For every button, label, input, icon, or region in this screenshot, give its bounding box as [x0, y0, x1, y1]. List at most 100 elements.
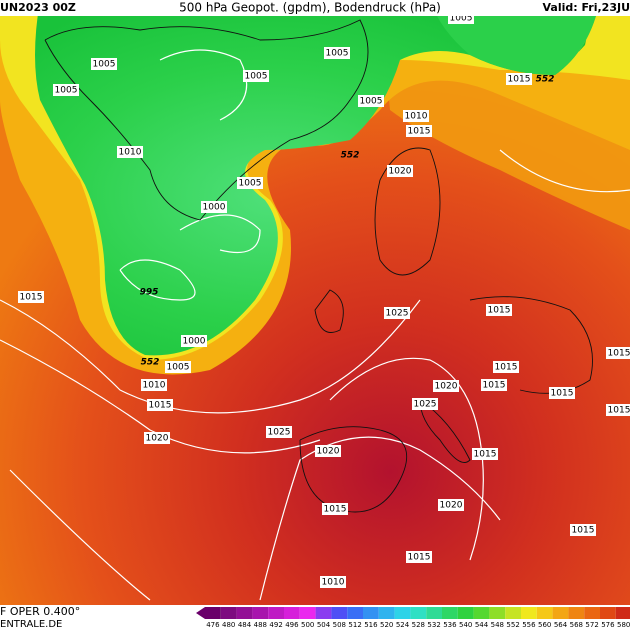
- isobar-label: 1015: [572, 526, 595, 536]
- label-box: [438, 499, 464, 511]
- label-box: [315, 445, 341, 457]
- colorbar-swatch: [410, 607, 427, 619]
- isobar-label: 1015: [608, 406, 630, 416]
- isobar-label: 1005: [239, 179, 262, 189]
- colorbar-label: 520: [380, 621, 393, 629]
- colorbar-label: 516: [364, 621, 378, 629]
- colorbar-swatch: [615, 607, 630, 619]
- colorbar-swatch: [205, 607, 221, 619]
- label-box: [493, 361, 519, 373]
- label-box: [506, 73, 532, 85]
- label-box: [147, 399, 173, 411]
- isobar-label: 1005: [167, 363, 190, 373]
- isobar-label: 1000: [203, 203, 226, 213]
- isobar-label: 1025: [386, 309, 409, 319]
- label-box: [403, 110, 429, 122]
- colorbar-swatch: [536, 607, 553, 619]
- label-box: [481, 379, 507, 391]
- label-box: [181, 335, 207, 347]
- colorbar-label: 476: [206, 621, 220, 629]
- isobar-label: 1010: [322, 578, 345, 588]
- colorbar-swatch: [457, 607, 474, 619]
- isobar-label: 1015: [608, 349, 630, 359]
- colorbar-label: 536: [443, 621, 457, 629]
- isobar-label: 1015: [483, 381, 506, 391]
- colorbar-swatch: [394, 607, 411, 619]
- label-box: [201, 201, 227, 213]
- isobar-label: 552: [141, 358, 160, 368]
- coastlines: [44, 19, 593, 513]
- label-box: [91, 58, 117, 70]
- colorbar-swatch: [220, 607, 237, 619]
- isobar-label: 1020: [146, 434, 169, 444]
- isobar-label: 1005: [93, 60, 116, 70]
- isobar-label: 1025: [268, 428, 291, 438]
- colorbar-swatch: [584, 607, 600, 619]
- label-box: [324, 47, 350, 59]
- colorbar-label: 544: [475, 621, 489, 629]
- colorbar-swatch: [315, 607, 332, 619]
- label-box: [18, 291, 44, 303]
- isobar-label: 1015: [408, 127, 431, 137]
- colorbar-swatch: [505, 607, 521, 619]
- label-box: [117, 146, 143, 158]
- colorbar-label: 496: [285, 621, 299, 629]
- colorbar-label: 512: [348, 621, 361, 629]
- isobar-label: 1020: [440, 501, 463, 511]
- colorbar-arrow: [196, 607, 205, 619]
- isobar-label: 1025: [414, 400, 437, 410]
- header-bar: [0, 0, 630, 16]
- colorbar-swatch: [568, 607, 585, 619]
- isobar-label: 1005: [55, 86, 78, 96]
- colorbar-swatch: [236, 607, 253, 619]
- isobar-label: 1020: [389, 167, 412, 177]
- isobar-label: 1005: [360, 97, 383, 107]
- isobar-label: 995: [140, 288, 159, 298]
- isobar-label: 1020: [317, 447, 340, 457]
- label-box: [141, 379, 167, 391]
- label-box: [472, 448, 498, 460]
- colorbar-swatch: [489, 607, 506, 619]
- isobar-label: 1015: [488, 306, 511, 316]
- label-box: [165, 361, 191, 373]
- colorbar-swatch: [426, 607, 442, 619]
- colorbar-label: 560: [538, 621, 551, 629]
- isobar-label: 1010: [143, 381, 166, 391]
- label-box: [322, 503, 348, 515]
- isobar-label: 1015: [508, 75, 531, 85]
- colorbar-swatch: [442, 607, 458, 619]
- label-box: [320, 576, 346, 588]
- colorbar-swatch: [473, 607, 490, 619]
- label-box: [387, 165, 413, 177]
- isobar-label: 1015: [474, 450, 497, 460]
- colorbar-swatch: [299, 607, 316, 619]
- valid-time: Valid: Fri,23JU: [543, 1, 630, 14]
- label-box: [53, 84, 79, 96]
- colorbar-label: 568: [570, 621, 583, 629]
- label-box: [606, 404, 630, 416]
- isobar-label: 1015: [495, 363, 518, 373]
- colorbar: 476 480 484 488 492 496 500 504 508 512 516 520 524 5…: [205, 607, 630, 629]
- colorbar-swatch: [252, 607, 269, 619]
- label-box: [243, 70, 269, 82]
- isobar-label: 1005: [245, 72, 268, 82]
- colorbar-label: 576: [601, 621, 615, 629]
- colorbar-swatch: [284, 607, 300, 619]
- isobar-label: 1005: [326, 49, 349, 59]
- label-box: [144, 432, 170, 444]
- isobar-label: 1020: [435, 382, 458, 392]
- label-box: [406, 551, 432, 563]
- isobar-label: 1010: [405, 112, 428, 122]
- model-info: F OPER 0.400°: [0, 605, 80, 618]
- label-box: [406, 125, 432, 137]
- colorbar-label: 540: [459, 621, 472, 629]
- label-box: [384, 307, 410, 319]
- colorbar-label: 488: [254, 621, 267, 629]
- label-box: [606, 347, 630, 359]
- colorbar-swatch: [331, 607, 348, 619]
- colorbar-label: 532: [427, 621, 440, 629]
- colorbar-label: 564: [554, 621, 568, 629]
- isobar-label: 1015: [149, 401, 172, 411]
- site-name: ENTRALE.DE: [0, 619, 62, 630]
